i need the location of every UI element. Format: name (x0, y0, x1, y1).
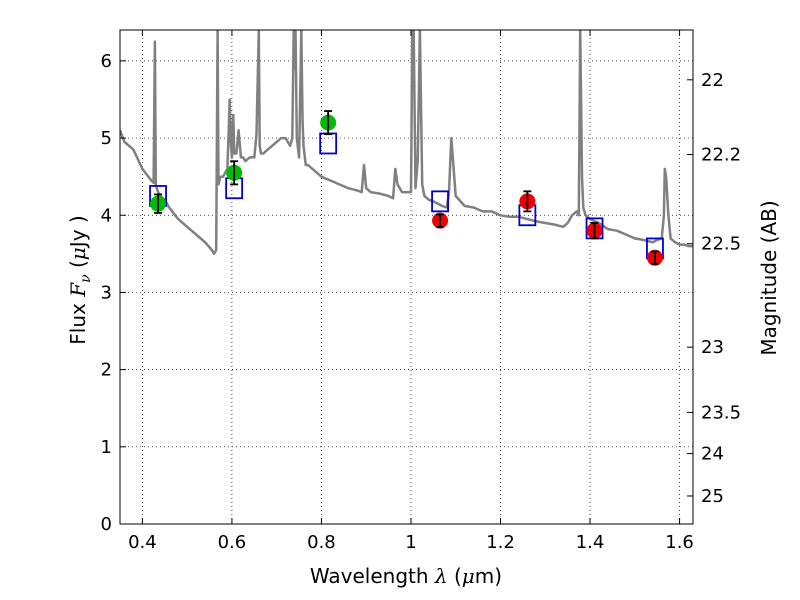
mag-tick-label: 23.5 (701, 402, 741, 423)
model-spectrum-line (120, 30, 693, 256)
x-tick-label: 0.6 (218, 532, 247, 553)
model-box (431, 190, 449, 213)
y2-axis-label: Magnitude (AB) (757, 200, 781, 355)
data-points-layer (149, 110, 664, 266)
y-tick-label: 0 (101, 514, 112, 535)
mag-tick-label: 22 (701, 70, 724, 91)
y-tick-label: 6 (101, 51, 112, 72)
plot-frame (119, 29, 694, 525)
y-tick-label: 5 (101, 128, 112, 149)
y-tick-label: 2 (101, 360, 112, 381)
axis-ticks: 0.4 0.6 0.8 1 1.2 1.4 1.601234562222.222.52323… (101, 30, 741, 553)
x-tick-label: 1.6 (665, 532, 694, 553)
mag-tick-label: 25 (701, 486, 724, 507)
y-tick-label: 4 (101, 205, 112, 226)
model-spectrum-layer (120, 30, 693, 256)
y-tick-label: 1 (101, 437, 112, 458)
x-tick-label: 1.4 (576, 532, 605, 553)
y-axis-label: Flux Fν (μJy ) (66, 215, 94, 344)
mag-tick-label: 22.5 (701, 234, 741, 255)
mag-tick-label: 24 (701, 444, 724, 465)
x-tick-label: 1.2 (486, 532, 515, 553)
x-axis-label: Wavelength λ (μm) (310, 564, 502, 588)
mag-tick-label: 22.2 (701, 145, 741, 166)
y-tick-label: 3 (101, 282, 112, 303)
mag-tick-label: 23 (701, 337, 724, 358)
x-tick-label: 0.8 (307, 532, 336, 553)
x-tick-label: 1 (405, 532, 416, 553)
x-tick-label: 0.4 (128, 532, 157, 553)
